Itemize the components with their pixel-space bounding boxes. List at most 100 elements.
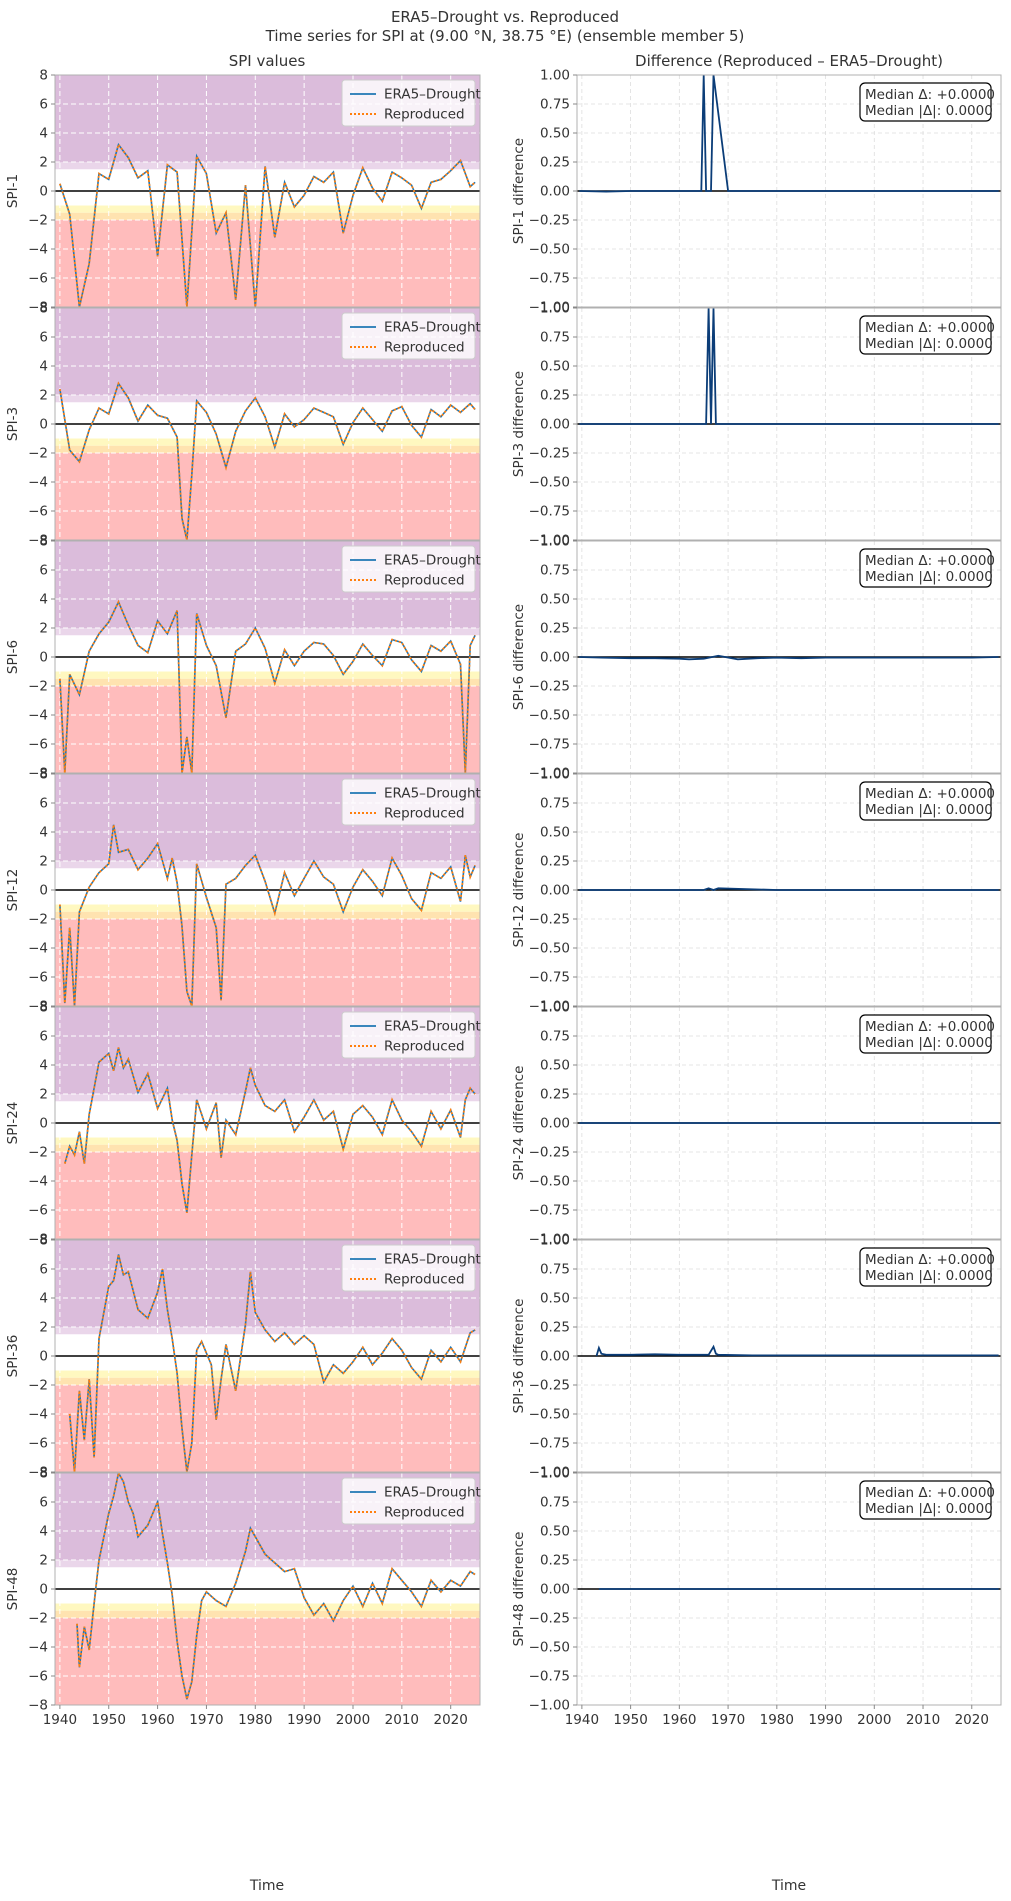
y-tick-label: 8 — [39, 68, 48, 84]
band-severely-dry — [55, 678, 480, 686]
y-tick-label: 2 — [39, 388, 48, 404]
y-tick-label: −0.50 — [529, 708, 570, 724]
y-tick-label: 0.00 — [540, 1349, 570, 1365]
x-tick-label: 1990 — [808, 1712, 842, 1728]
y-axis-label: SPI-48 — [5, 1568, 21, 1611]
legend: ERA5–Drought Reproduced — [341, 312, 481, 360]
y-axis-label: SPI-48 difference — [511, 1532, 527, 1647]
annotation-median-abs-delta: Median |Δ|: 0.0000 — [865, 1035, 993, 1051]
figure-title-line1: ERA5–Drought vs. Reproduced — [391, 8, 619, 26]
y-axis-label: SPI-24 difference — [511, 1066, 527, 1181]
y-tick-label: 0.25 — [540, 621, 570, 637]
band-moderately-dry — [55, 1370, 480, 1378]
x-tick-label: 1960 — [662, 1712, 696, 1728]
panel-spi-24: −8 −6 −4 −2 0 2 4 6 8 SPI-24 ERA5–Drought Reproduce… — [5, 1000, 481, 1248]
legend-label-era5: ERA5–Drought — [384, 786, 481, 802]
y-tick-label: 2 — [39, 1320, 48, 1336]
y-tick-label: −4 — [28, 1640, 48, 1656]
x-tick-label: 1970 — [711, 1712, 745, 1728]
band-very-wet — [55, 162, 480, 170]
y-tick-label: −0.25 — [529, 1145, 570, 1161]
legend-label-reproduced: Reproduced — [384, 340, 465, 356]
y-tick-label: −0.50 — [529, 242, 570, 258]
y-tick-label: 0.75 — [540, 330, 570, 346]
series-group — [59, 142, 476, 307]
y-tick-label: 0 — [39, 1582, 48, 1598]
y-tick-label: 0.25 — [540, 155, 570, 171]
y-tick-label: −0.25 — [529, 679, 570, 695]
y-tick-label: −6 — [28, 504, 48, 520]
y-tick-label: 6 — [39, 796, 48, 812]
y-tick-label: 6 — [39, 330, 48, 346]
legend-label-reproduced: Reproduced — [384, 1272, 465, 1288]
y-tick-label: 6 — [39, 563, 48, 579]
annotation-median-delta: Median Δ: +0.0000 — [865, 1019, 995, 1035]
y-tick-label: 0 — [39, 417, 48, 433]
y-tick-label: −2 — [28, 446, 48, 462]
reproduced-series-line — [59, 824, 476, 1006]
x-tick-label: 1990 — [287, 1712, 321, 1728]
y-tick-label: 2 — [39, 621, 48, 637]
x-tick-label: 2020 — [434, 1712, 468, 1728]
figure-title-line2: Time series for SPI at (9.00 °N, 38.75 °… — [265, 27, 745, 45]
y-tick-label: −0.50 — [529, 1407, 570, 1423]
difference-series-line — [579, 654, 999, 661]
y-tick-label: 0.00 — [540, 883, 570, 899]
y-tick-label: 1.00 — [540, 534, 570, 550]
annotation-median-delta: Median Δ: +0.0000 — [865, 1252, 995, 1268]
y-tick-label: −0.75 — [529, 1436, 570, 1452]
y-tick-label: −2 — [28, 213, 48, 229]
y-tick-label: −1.00 — [529, 766, 570, 782]
y-tick-label: 2 — [39, 1553, 48, 1569]
y-tick-label: 0 — [39, 1349, 48, 1365]
series-group — [579, 887, 999, 891]
y-tick-label: 8 — [39, 301, 48, 317]
difference-series-line — [595, 1344, 999, 1357]
legend: ERA5–Drought Reproduced — [341, 545, 481, 593]
annotation-median-delta: Median Δ: +0.0000 — [865, 553, 995, 569]
legend-label-era5: ERA5–Drought — [384, 1252, 481, 1268]
x-tick-label: 1960 — [140, 1712, 174, 1728]
panel-spi-6: −8 −6 −4 −2 0 2 4 6 8 SPI-6 ERA5–Drought Reproduced — [5, 534, 481, 782]
y-tick-label: −1.00 — [529, 999, 570, 1015]
band-extremely-dry — [55, 453, 480, 540]
y-tick-label: 0 — [39, 184, 48, 200]
series-group — [59, 381, 476, 540]
y-tick-label: −0.75 — [529, 504, 570, 520]
y-tick-label: 0.75 — [540, 563, 570, 579]
y-tick-label: 8 — [39, 534, 48, 550]
band-moderately-dry — [55, 904, 480, 912]
y-axis-label: SPI-12 difference — [511, 833, 527, 948]
band-moderately-dry — [55, 205, 480, 213]
y-tick-label: 0 — [39, 883, 48, 899]
x-tick-label: 1950 — [92, 1712, 126, 1728]
panel-spi-6-difference: −1.00 −0.75 −0.50 −0.25 0.00 0.25 0.50 0.75 1.00… — [511, 534, 1002, 782]
y-tick-label: 0.25 — [540, 854, 570, 870]
y-tick-label: −0.50 — [529, 1640, 570, 1656]
y-tick-label: 0.50 — [540, 1291, 570, 1307]
y-tick-label: −2 — [28, 1611, 48, 1627]
annotation-box — [859, 82, 992, 122]
y-tick-label: 0.00 — [540, 417, 570, 433]
y-axis-label: SPI-1 difference — [511, 138, 527, 244]
y-tick-label: 0.00 — [540, 650, 570, 666]
y-tick-label: 4 — [39, 825, 48, 841]
x-tick-label: 1940 — [43, 1712, 77, 1728]
band-extremely-dry — [55, 1385, 480, 1472]
x-tick-label: 1940 — [565, 1712, 599, 1728]
band-moderately-dry — [55, 438, 480, 446]
y-axis-label: SPI-3 — [5, 407, 21, 441]
x-tick-label: 2000 — [857, 1712, 891, 1728]
y-tick-label: −0.25 — [529, 213, 570, 229]
x-tick-label: 1950 — [613, 1712, 647, 1728]
y-tick-label: −4 — [28, 242, 48, 258]
y-tick-label: −2 — [28, 1145, 48, 1161]
legend: ERA5–Drought Reproduced — [341, 1477, 481, 1525]
y-axis-label: SPI-6 difference — [511, 604, 527, 710]
y-tick-label: −0.50 — [529, 941, 570, 957]
band-severely-dry — [55, 1144, 480, 1152]
series-group — [63, 1047, 476, 1214]
